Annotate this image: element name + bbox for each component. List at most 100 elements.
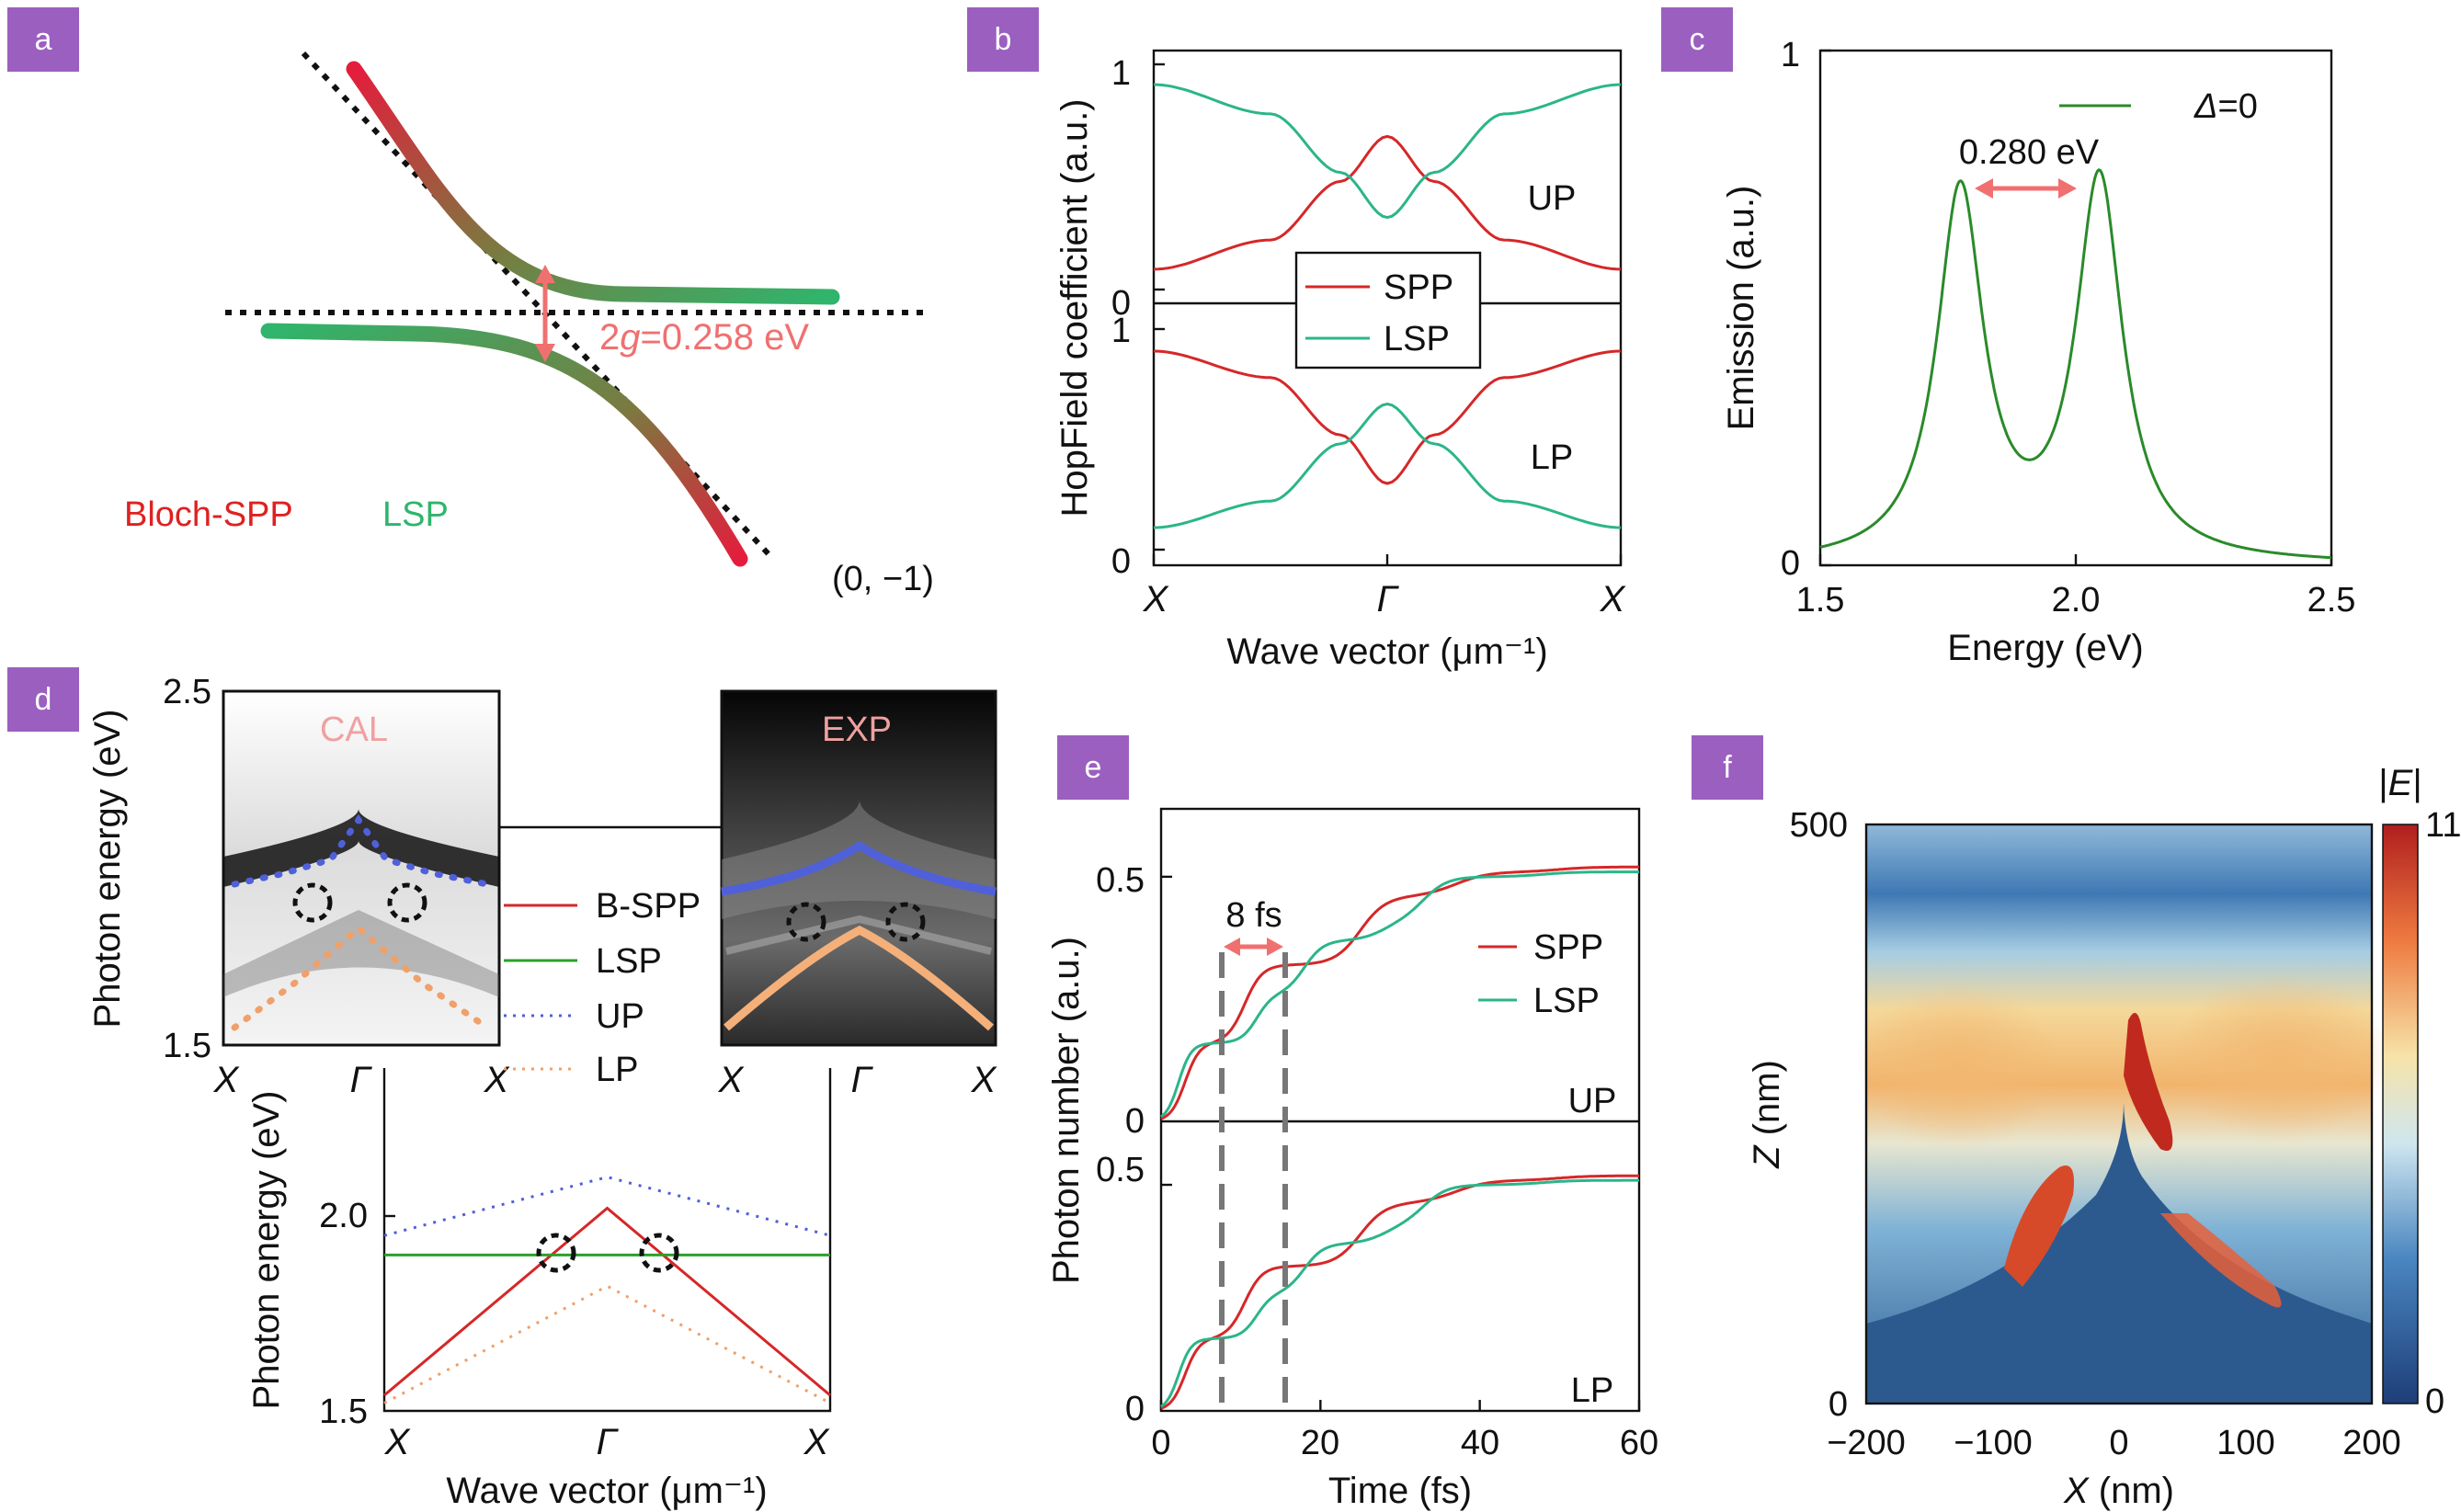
d-bottom-ylabel: Photon energy (eV) xyxy=(246,1091,287,1410)
gap-label: 2g=0.258 eV xyxy=(599,317,809,358)
d-cal-crossing-right xyxy=(387,882,427,923)
c-arrow-head-right xyxy=(2058,178,2077,199)
c-xlabel: Energy (eV) xyxy=(1947,628,2143,668)
d-lower-frame xyxy=(382,1068,832,1413)
c-ytick-1: 1 xyxy=(1781,36,1800,74)
c-legend-label: Δ=0 xyxy=(2193,87,2258,126)
panel-letters: a b c d e f xyxy=(7,7,1763,800)
d-up-line xyxy=(383,1176,831,1237)
b-legend-spp: SPP xyxy=(1384,268,1453,307)
b-lp-ytick-0: 0 xyxy=(1111,542,1131,581)
d-cal-bright-band xyxy=(223,809,499,887)
f-frame xyxy=(1864,823,2374,1405)
panel-c-emission: 1 0 1.5 2.0 2.5 Energy (eV) Emission (a.… xyxy=(1721,36,2355,668)
f-ytick-500: 500 xyxy=(1790,806,1848,845)
f-tip-substrate xyxy=(1866,1103,2372,1404)
e-spp-up-curve xyxy=(1160,865,1639,1120)
f-ytick-0: 0 xyxy=(1829,1385,1848,1424)
f-colorbar-label: |E| xyxy=(2378,763,2421,803)
panel-letter-e-box xyxy=(1057,735,1129,800)
panel-e-frame xyxy=(1159,807,1641,1413)
f-xtick-m200: −200 xyxy=(1827,1424,1906,1462)
b-up-label: UP xyxy=(1528,179,1577,218)
b-xtick-x-right: X xyxy=(1600,579,1626,620)
f-warm-region-right xyxy=(2170,974,2390,1140)
e-xtick-60: 60 xyxy=(1620,1424,1658,1462)
d-exp-band xyxy=(722,800,996,919)
e-spp-lp-curve xyxy=(1160,1174,1639,1410)
f-xtick-200: 200 xyxy=(2342,1424,2400,1462)
panel-b-curves xyxy=(1153,83,1622,529)
d-legend-lsp: LSP xyxy=(596,942,662,981)
c-xtick-2: 2.0 xyxy=(2052,581,2101,620)
legend-bloch-spp: Bloch-SPP xyxy=(124,495,293,534)
c-xtick-1: 1.5 xyxy=(1796,581,1845,620)
panel-e-curves xyxy=(1160,865,1639,1410)
d-crossing-right xyxy=(639,1233,679,1273)
gap-arrow-head-down xyxy=(535,344,555,362)
c-arrow-head-left xyxy=(1975,178,1993,199)
d-cal-xtick-x-left: X xyxy=(213,1060,240,1100)
panel-b-hopfield: 1 0 1 0 X Γ X Wave vector (μm⁻¹) HopFiel… xyxy=(1054,49,1626,672)
d-exp-up-curve xyxy=(721,840,997,896)
f-hotspot-right xyxy=(2160,1213,2282,1308)
f-colorbar-min: 0 xyxy=(2425,1382,2444,1421)
d-b-spp-line xyxy=(383,1206,831,1397)
f-xtick-0: 0 xyxy=(2109,1424,2128,1462)
e-arrow-head-left xyxy=(1224,938,1240,956)
c-emission-curve xyxy=(1819,168,2332,560)
uncoupled-spp-dashed-line xyxy=(301,51,773,559)
d-legend-lp: LP xyxy=(596,1051,638,1089)
d-cal-label: CAL xyxy=(320,711,388,749)
legend-lsp: LSP xyxy=(382,495,449,534)
d-img-ytick-top: 2.5 xyxy=(163,673,211,711)
d-cal-xtick-x-right: X xyxy=(484,1060,510,1100)
e-lsp-up-curve xyxy=(1160,870,1639,1119)
e-up-ytick-0: 0 xyxy=(1125,1102,1145,1141)
b-ylabel: HopField coefficient (a.u.) xyxy=(1054,98,1095,517)
panel-d-dispersion: CAL 2.5 1.5 X Γ X Photon energy (eV) EXP… xyxy=(87,673,997,1511)
panel-letter-b: b xyxy=(995,22,1012,57)
d-ytick-1-5: 1.5 xyxy=(319,1393,368,1431)
c-ylabel: Emission (a.u.) xyxy=(1721,186,1761,431)
e-legend-spp: SPP xyxy=(1533,928,1603,967)
d-xtick-x-right: X xyxy=(803,1422,830,1462)
panel-letter-e: e xyxy=(1085,750,1102,785)
b-up-ytick-0: 0 xyxy=(1111,284,1131,323)
d-xlabel: Wave vector (μm⁻¹) xyxy=(446,1471,767,1511)
panel-c-ticks xyxy=(1818,49,2333,567)
d-top-ylabel: Photon energy (eV) xyxy=(87,710,128,1029)
d-cal-lp-dotted xyxy=(231,924,491,1031)
f-hotspot-apex xyxy=(2124,1013,2173,1151)
d-exp-label: EXP xyxy=(822,711,892,749)
d-cal-crossing-left xyxy=(292,882,333,923)
b-lp-label: LP xyxy=(1531,438,1573,477)
gap-arrow-head-up xyxy=(535,265,555,283)
f-xtick-m100: −100 xyxy=(1954,1424,2033,1462)
panel-letter-a-box xyxy=(7,7,79,72)
e-lsp-lp-curve xyxy=(1160,1178,1639,1408)
b-spp-lp-curve xyxy=(1153,349,1622,485)
panel-e-ticks xyxy=(1159,875,1641,1411)
order-label: (0, −1) xyxy=(832,560,934,598)
d-cal-lower-band xyxy=(223,910,499,997)
panel-letter-c: c xyxy=(1690,22,1705,57)
b-xtick-x-left: X xyxy=(1143,579,1169,620)
b-legend-lsp: LSP xyxy=(1384,320,1450,358)
d-exp-xtick-gamma: Γ xyxy=(851,1060,874,1100)
f-warm-region-left xyxy=(1857,983,2059,1149)
upper-polariton-branch xyxy=(346,61,840,305)
panel-f-field-map: 500 0 −200 −100 0 100 200 X (nm) Z (nm) … xyxy=(1747,763,2461,1511)
d-exp-crossing-right xyxy=(885,902,926,942)
f-colorbar xyxy=(2382,824,2419,1404)
e-arrow-head-right xyxy=(1267,938,1283,956)
panel-letter-a: a xyxy=(35,22,52,57)
panel-c-frame xyxy=(1818,49,2333,567)
d-cal-up-dotted xyxy=(231,813,491,888)
panel-letter-c-box xyxy=(1661,7,1733,72)
e-lp-ytick-05: 0.5 xyxy=(1096,1151,1145,1189)
c-xtick-3: 2.5 xyxy=(2307,581,2356,620)
d-lower-curves xyxy=(383,1176,831,1404)
e-xlabel: Time (fs) xyxy=(1328,1471,1472,1511)
e-up-ytick-05: 0.5 xyxy=(1096,861,1145,900)
